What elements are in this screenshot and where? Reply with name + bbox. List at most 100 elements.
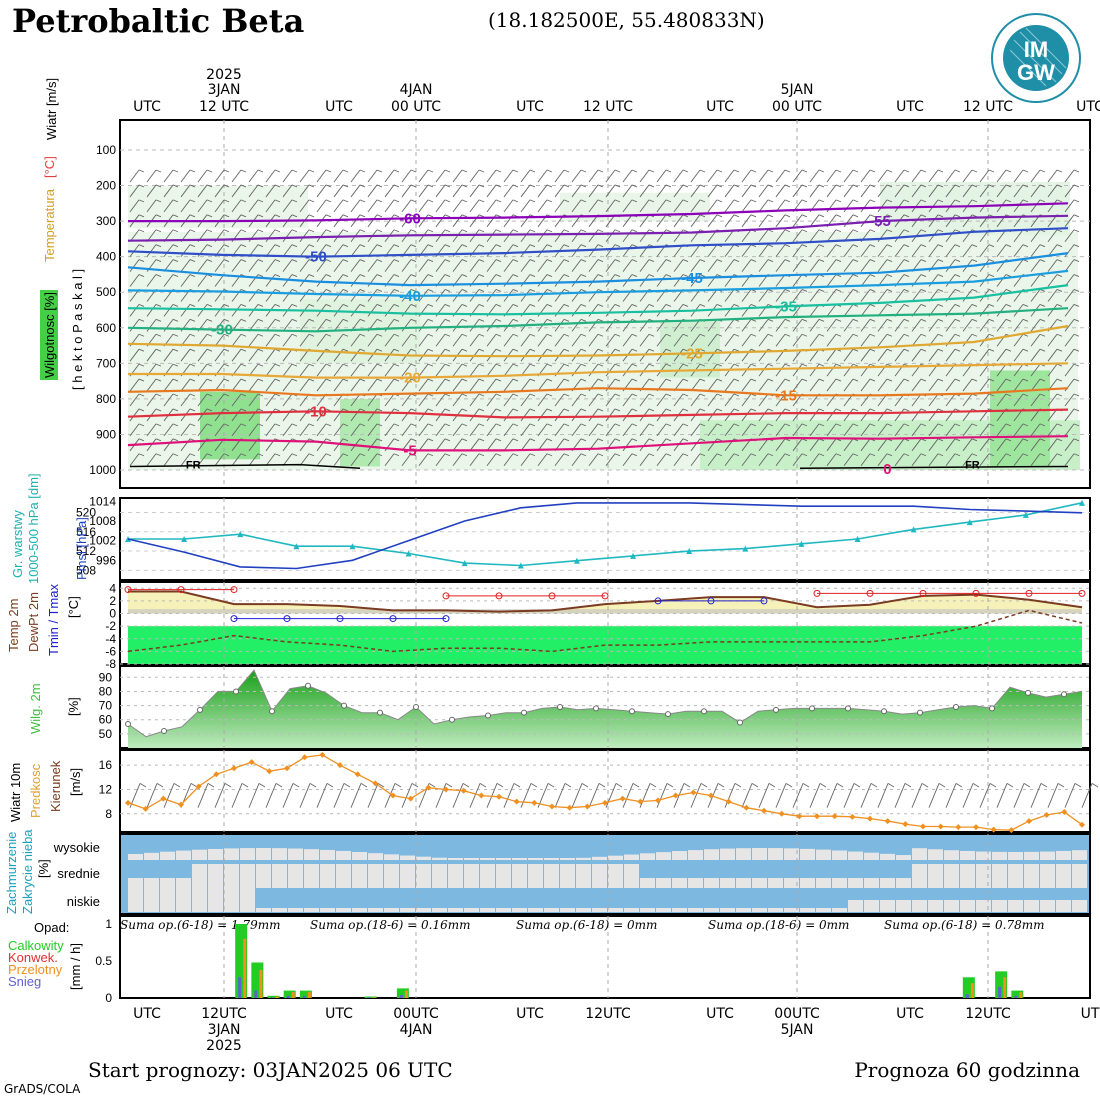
wind-barb: [605, 333, 616, 347]
tmax-marker: [124, 586, 132, 594]
wind-barb: [784, 214, 791, 218]
wind-barb: [342, 274, 349, 277]
wind-barb: [299, 259, 310, 272]
wind-barb: [809, 244, 820, 257]
wind-barb: [937, 229, 944, 233]
wind-barb: [733, 453, 740, 457]
wind-barb: [282, 199, 293, 213]
wind-barb: [350, 423, 361, 437]
wind-barb: [724, 348, 735, 362]
wind-barb: [836, 783, 844, 788]
wind-barb: [886, 229, 893, 233]
wind-speed-marker: [937, 823, 944, 830]
logo-text-bottom: GW: [1017, 60, 1055, 85]
precip-panel: 00.51 Suma op.(6-18) = 1.79mm Suma op.(18-…: [8, 915, 1100, 1054]
wind-barb: [138, 229, 145, 233]
wind-barb: [546, 303, 553, 307]
cloud-high-bar: [400, 855, 415, 860]
wind-barb: [801, 363, 808, 367]
wind-barb: [359, 184, 366, 188]
wind-barb: [869, 348, 876, 352]
wind-barb: [996, 378, 1007, 392]
wind-barb: [478, 438, 485, 442]
wind-barb: [376, 214, 383, 218]
wind-barb: [775, 274, 786, 287]
wind-barb: [979, 184, 990, 198]
wind-barb: [920, 303, 927, 307]
wind-barb: [945, 259, 956, 272]
cloud-high-bar: [272, 848, 287, 860]
wind-barb: [486, 423, 497, 437]
isotherm-line: [127, 269, 1069, 297]
wind-barb: [580, 393, 587, 397]
wind-barb: [954, 333, 961, 337]
wind-barb: [503, 408, 514, 422]
wind-barb: [614, 423, 621, 427]
wind-barb: [733, 184, 740, 188]
wind-barb: [835, 408, 842, 412]
humidity-core: [660, 320, 720, 378]
wind-barb: [614, 333, 621, 337]
wind-barb: [903, 259, 910, 263]
wind-barb: [325, 169, 332, 173]
wind-barb: [384, 363, 395, 377]
wind-barb: [435, 423, 446, 437]
wind-barb: [597, 229, 604, 233]
wind-barb: [282, 783, 294, 808]
wind-barb: [529, 303, 536, 307]
wind-barb: [444, 259, 451, 263]
wind-barb: [478, 423, 485, 427]
temperature-axis-label: [°C]: [66, 596, 81, 618]
wind-barb: [733, 259, 740, 263]
wind-barb: [724, 319, 735, 332]
wind-barb: [911, 289, 922, 302]
wind-barb: [427, 408, 434, 412]
wind-barb: [512, 289, 519, 292]
wind-barb: [869, 289, 876, 292]
cloud-high-bar: [608, 855, 623, 860]
precip-snow-bar: [1014, 995, 1018, 998]
wind-barb: [588, 304, 599, 317]
wind-barb: [563, 453, 570, 457]
wind-barb: [418, 199, 429, 213]
wind-barb: [257, 199, 264, 203]
wind-barb: [155, 378, 162, 382]
humidity-marker: [809, 705, 815, 712]
wind-barb: [537, 408, 548, 422]
wind-barb: [1030, 199, 1041, 213]
cloud-mid-bar: [400, 864, 415, 888]
humidity-core: [200, 391, 260, 460]
wind-barb: [631, 438, 638, 442]
wind-barb: [257, 259, 264, 263]
wind-barb: [954, 184, 961, 188]
wind-barb: [597, 363, 604, 367]
cloud-low-bar: [368, 908, 383, 912]
wind-barb: [367, 363, 378, 377]
wind-barb: [384, 214, 395, 228]
precip-legend-item: Przelotny: [8, 962, 63, 977]
wind-barb: [690, 348, 701, 362]
wind-barb: [461, 393, 468, 397]
wind-barb: [401, 199, 412, 213]
wind-barb: [767, 423, 774, 427]
isotherm-label: -10: [305, 403, 327, 420]
wind-barb: [172, 378, 179, 382]
wind-barb: [563, 393, 570, 397]
wind-barb: [733, 378, 740, 382]
wind-barb: [274, 259, 281, 263]
temp-above-zero-fill: [128, 591, 1082, 614]
wind-barb: [240, 259, 247, 263]
wind-barb: [138, 333, 145, 337]
cloud-mid-bar: [608, 864, 623, 888]
wind-barb: [758, 244, 769, 257]
wind-barb: [1073, 259, 1080, 263]
wind-barb: [503, 259, 514, 272]
wind-barb: [835, 289, 842, 292]
wind-barb: [146, 244, 157, 257]
wind-barb: [1073, 184, 1080, 188]
wind-barb: [1030, 423, 1041, 437]
wind-barb: [138, 423, 145, 427]
wind-barb: [886, 333, 893, 337]
wind-speed-marker: [584, 803, 591, 810]
